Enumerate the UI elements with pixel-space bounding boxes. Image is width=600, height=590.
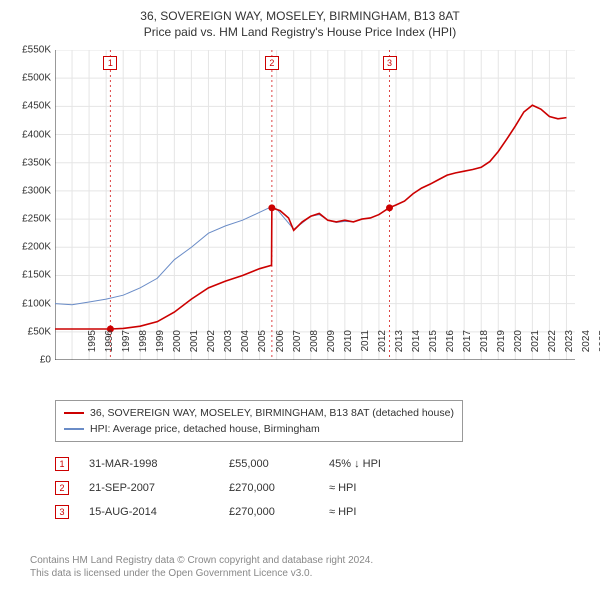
event-hpi-relation: 45% ↓ HPI xyxy=(329,458,381,470)
y-tick-label: £0 xyxy=(40,355,55,366)
y-tick-label: £350K xyxy=(22,157,55,168)
chart-subtitle: Price paid vs. HM Land Registry's House … xyxy=(0,25,600,39)
y-tick-label: £200K xyxy=(22,242,55,253)
legend-swatch xyxy=(64,428,84,430)
event-price: £270,000 xyxy=(229,506,329,518)
y-tick-label: £400K xyxy=(22,129,55,140)
y-tick-label: £300K xyxy=(22,185,55,196)
legend-and-events: 36, SOVEREIGN WAY, MOSELEY, BIRMINGHAM, … xyxy=(30,400,570,524)
event-marker-2: 2 xyxy=(55,481,69,495)
legend-text: 36, SOVEREIGN WAY, MOSELEY, BIRMINGHAM, … xyxy=(90,407,454,419)
footer-line-2: This data is licensed under the Open Gov… xyxy=(30,567,373,580)
event-price: £55,000 xyxy=(229,458,329,470)
legend-row: 36, SOVEREIGN WAY, MOSELEY, BIRMINGHAM, … xyxy=(64,405,454,421)
y-tick-label: £50K xyxy=(28,326,55,337)
footer-line-1: Contains HM Land Registry data © Crown c… xyxy=(30,554,373,567)
chart-title: 36, SOVEREIGN WAY, MOSELEY, BIRMINGHAM, … xyxy=(0,8,600,25)
event-date: 21-SEP-2007 xyxy=(89,482,229,494)
marker-label-1: 1 xyxy=(103,56,117,70)
chart-titles: 36, SOVEREIGN WAY, MOSELEY, BIRMINGHAM, … xyxy=(0,0,600,39)
legend-text: HPI: Average price, detached house, Birm… xyxy=(90,423,320,435)
chart-svg xyxy=(55,50,575,360)
footer-attribution: Contains HM Land Registry data © Crown c… xyxy=(30,554,373,580)
event-date: 31-MAR-1998 xyxy=(89,458,229,470)
marker-label-2: 2 xyxy=(265,56,279,70)
y-tick-label: £100K xyxy=(22,298,55,309)
x-tick-label: 2025 xyxy=(566,330,600,352)
event-row: 3 15-AUG-2014£270,000≈ HPI xyxy=(55,500,570,524)
y-tick-label: £550K xyxy=(22,45,55,56)
event-marker-1: 1 xyxy=(55,457,69,471)
marker-label-3: 3 xyxy=(383,56,397,70)
event-row: 2 21-SEP-2007£270,000≈ HPI xyxy=(55,476,570,500)
y-tick-label: £150K xyxy=(22,270,55,281)
y-tick-label: £450K xyxy=(22,101,55,112)
event-price: £270,000 xyxy=(229,482,329,494)
y-tick-label: £250K xyxy=(22,214,55,225)
event-row: 1 31-MAR-1998£55,00045% ↓ HPI xyxy=(55,452,570,476)
legend-swatch xyxy=(64,412,84,414)
event-hpi-relation: ≈ HPI xyxy=(329,506,356,518)
legend-row: HPI: Average price, detached house, Birm… xyxy=(64,421,454,437)
page-container: 36, SOVEREIGN WAY, MOSELEY, BIRMINGHAM, … xyxy=(0,0,600,590)
event-hpi-relation: ≈ HPI xyxy=(329,482,356,494)
event-marker-3: 3 xyxy=(55,505,69,519)
event-date: 15-AUG-2014 xyxy=(89,506,229,518)
sale-events: 1 31-MAR-1998£55,00045% ↓ HPI 2 21-SEP-2007… xyxy=(55,452,570,524)
chart-area: £0£50K£100K£150K£200K£250K£300K£350K£400… xyxy=(55,50,575,360)
legend-box: 36, SOVEREIGN WAY, MOSELEY, BIRMINGHAM, … xyxy=(55,400,463,442)
y-tick-label: £500K xyxy=(22,73,55,84)
